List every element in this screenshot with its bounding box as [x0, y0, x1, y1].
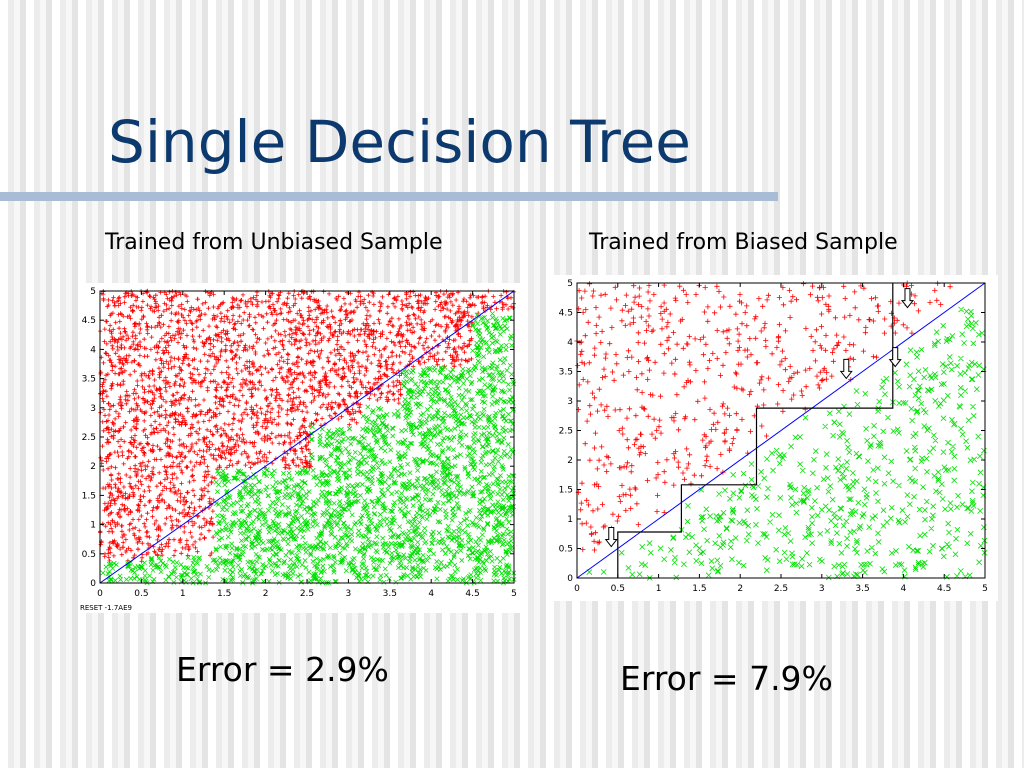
scatter-points [574, 280, 988, 581]
x-tick-label: 1.5 [692, 584, 706, 594]
biased-tree-chart: 0 0.5 1 1.5 2 2.5 3 3.5 4 4.5 5 0 0.5 1 1.5 2 2.5 3 3.5 4 4.… [551, 275, 998, 601]
y-tick-label: 1 [90, 521, 96, 531]
x-tick-label: 0 [574, 584, 580, 594]
x-tick-label: 4.5 [937, 584, 951, 594]
x-tick-label: 0.5 [611, 584, 625, 594]
y-tick-label: 1.5 [559, 486, 573, 496]
y-tick-label: 2.5 [559, 427, 573, 437]
x-tick-label: 2.5 [774, 584, 788, 594]
class-below-points [586, 306, 988, 581]
y-tick-label: 3 [567, 397, 573, 407]
class-above-points [98, 288, 517, 564]
right-caption: Trained from Biased Sample [589, 230, 898, 255]
y-tick-label: 0 [567, 574, 573, 584]
y-tick-label: 4.5 [82, 316, 96, 326]
y-tick-label: 2 [90, 462, 96, 472]
left-error-label: Error = 2.9% [176, 650, 389, 689]
x-tick-label: 4 [901, 584, 907, 594]
x-tick-label: 1 [656, 584, 662, 594]
error-arrow-icon [900, 288, 915, 309]
class-above-points [574, 280, 953, 553]
x-tick-label: 0 [97, 589, 103, 599]
class-below-points [100, 311, 517, 586]
title-divider [0, 192, 778, 201]
x-tick-label: 1.5 [217, 589, 231, 599]
axis-ticks: 0 0.5 1 1.5 2 2.5 3 3.5 4 4.5 5 0 0.5 1 1.5 2 2.5 3 3.5 4 4.… [559, 279, 988, 594]
x-tick-label: 0.5 [134, 589, 148, 599]
x-tick-label: 2 [263, 589, 269, 599]
x-tick-label: 5 [982, 584, 988, 594]
y-tick-label: 1 [567, 515, 573, 525]
slide-title: Single Decision Tree [108, 108, 691, 176]
x-tick-label: 2.5 [300, 589, 314, 599]
x-tick-label: 4 [428, 589, 434, 599]
x-tick-label: 2 [737, 584, 743, 594]
left-caption: Trained from Unbiased Sample [105, 230, 443, 255]
x-tick-label: 3.5 [855, 584, 869, 594]
error-arrow-icon [604, 527, 618, 548]
y-tick-label: 0 [90, 579, 96, 589]
right-error-label: Error = 7.9% [620, 659, 833, 698]
true-boundary-line [576, 282, 986, 579]
x-tick-label: 5 [511, 589, 517, 599]
scatter-points [98, 288, 517, 586]
error-arrow-icon [839, 358, 853, 380]
plot-footer-text: RESET -1.7AE9 [80, 604, 132, 612]
y-tick-label: 5 [567, 279, 573, 289]
true-boundary-line [99, 290, 515, 584]
y-tick-label: 2.5 [82, 433, 96, 443]
tree-boundary-line [617, 283, 894, 578]
y-tick-label: 0.5 [559, 545, 573, 555]
error-arrow-icon [888, 347, 902, 368]
y-tick-label: 5 [90, 287, 96, 297]
y-tick-label: 0.5 [82, 550, 96, 560]
x-tick-label: 4.5 [465, 589, 479, 599]
y-tick-label: 3.5 [82, 375, 96, 385]
unbiased-tree-chart: 0 0.5 1 1.5 2 2.5 3 3.5 4 4.5 5 0 0.5 1 1.5 2 2.5 3 3.5 4 4.… [78, 283, 522, 613]
y-tick-label: 3 [90, 404, 96, 414]
unbiased-tree-plot: 0 0.5 1 1.5 2 2.5 3 3.5 4 4.5 5 0 0.5 1 1.5 2 2.5 3 3.5 4 4.… [80, 287, 517, 612]
x-tick-label: 3 [346, 589, 352, 599]
x-tick-label: 3 [819, 584, 825, 594]
y-tick-label: 4.5 [559, 309, 573, 319]
y-tick-label: 1.5 [82, 491, 96, 501]
y-tick-label: 3.5 [559, 368, 573, 378]
axis-ticks: 0 0.5 1 1.5 2 2.5 3 3.5 4 4.5 5 0 0.5 1 1.5 2 2.5 3 3.5 4 4.… [82, 287, 517, 599]
x-tick-label: 3.5 [383, 589, 397, 599]
y-tick-label: 4 [90, 345, 96, 355]
y-tick-label: 4 [567, 338, 573, 348]
y-tick-label: 2 [567, 456, 573, 466]
biased-tree-plot: 0 0.5 1 1.5 2 2.5 3 3.5 4 4.5 5 0 0.5 1 1.5 2 2.5 3 3.5 4 4.… [559, 279, 988, 594]
x-tick-label: 1 [180, 589, 186, 599]
